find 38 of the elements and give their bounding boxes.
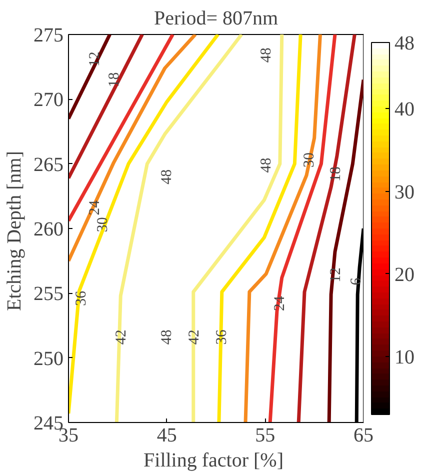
x-tick-label: 65 xyxy=(354,424,374,446)
annotation: 48 xyxy=(258,48,274,63)
annotation: 36 xyxy=(214,329,230,345)
y-tick-label: 250 xyxy=(34,348,64,370)
annotation: 48 xyxy=(158,330,175,345)
y-tick-label: 275 xyxy=(34,24,64,46)
annotation: 42 xyxy=(114,330,130,345)
line-series xyxy=(217,34,302,422)
line-series xyxy=(244,34,322,422)
annotation: 48 xyxy=(258,158,274,173)
annotation: 42 xyxy=(186,330,202,345)
color-bar-label: 40 xyxy=(394,98,414,121)
x-tick-label: 55 xyxy=(255,424,276,446)
annotation: 12 xyxy=(87,52,104,67)
y-tick-label: 270 xyxy=(34,89,64,112)
color-bar-label: 30 xyxy=(394,181,414,204)
y-tick-label: 265 xyxy=(34,154,64,176)
annotation: 36 xyxy=(73,290,90,306)
x-axis-title: Filling factor [%] xyxy=(144,450,284,472)
y-tick-label: 255 xyxy=(34,283,64,306)
annotation: 12 xyxy=(328,268,344,283)
chart-title: Period= 807nm xyxy=(154,8,278,30)
y-axis-title: Etching Depth [nm] xyxy=(4,151,26,311)
annotation: 30 xyxy=(301,152,318,168)
annotation: 24 xyxy=(87,200,104,216)
color-bar-label: 10 xyxy=(394,346,414,369)
annotation: 6 xyxy=(348,277,365,286)
line-series xyxy=(68,34,198,263)
annotation: 24 xyxy=(272,296,288,312)
color-bar-label: 48 xyxy=(394,32,414,54)
annotation: 48 xyxy=(158,169,175,184)
annotation: 18 xyxy=(328,166,344,182)
annotation: 30 xyxy=(94,217,111,232)
annotation: 18 xyxy=(106,72,123,88)
y-tick-label: 260 xyxy=(34,218,64,240)
line-series xyxy=(327,78,364,422)
color-bar-label: 20 xyxy=(394,264,414,286)
x-tick-label: 45 xyxy=(156,424,177,446)
